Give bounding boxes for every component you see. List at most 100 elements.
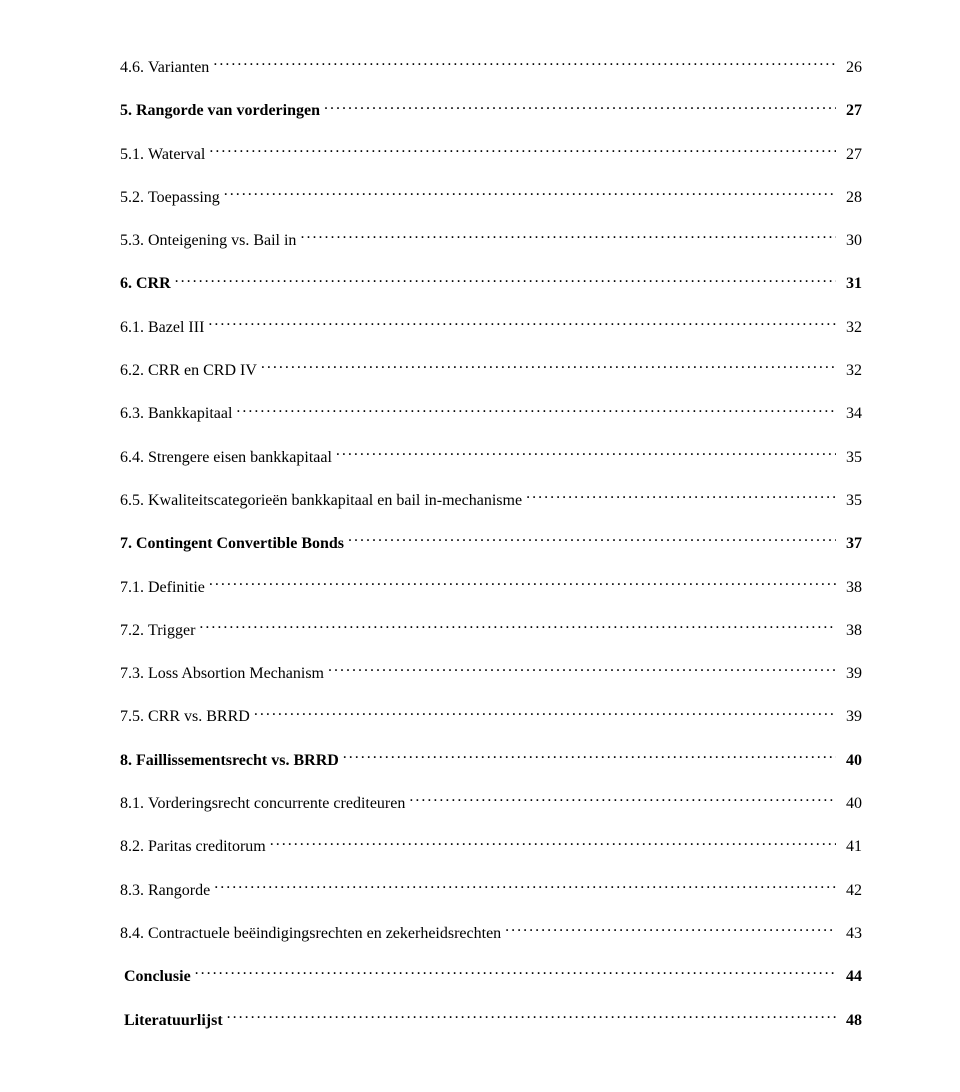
toc-entry-page: 35 [840,448,862,469]
toc-entry-title: Faillissementsrecht vs. BRRD [132,751,339,772]
toc-entry-title: Bazel III [144,318,204,339]
toc-entry-title: Rangorde [144,881,210,902]
toc-entry-number: 5. [120,101,132,122]
toc-entry: 8.1. Vorderingsrecht concurrente credite… [120,792,862,815]
toc-entry: 8.4. Contractuele beëindigingsrechten en… [120,922,862,945]
toc-leader-dots [209,576,836,592]
toc-entry-page: 27 [840,145,862,166]
toc-entry-page: 28 [840,188,862,209]
toc-entry: 6.4. Strengere eisen bankkapitaal 35 [120,446,862,469]
toc-leader-dots [199,619,836,635]
toc-entry-number: 7. [120,534,132,555]
toc-entry-page: 40 [840,794,862,815]
toc-leader-dots [224,186,836,202]
toc-entry-number: 8. [120,751,132,772]
toc-entry-title: Varianten [144,58,209,79]
toc-entry-page: 39 [840,707,862,728]
toc-entry-title: Waterval [144,145,205,166]
toc-leader-dots [195,965,836,981]
toc-entry-title: CRR vs. BRRD [144,707,250,728]
toc-entry-page: 34 [840,404,862,425]
toc-entry-title: Toepassing [144,188,220,209]
toc-leader-dots [270,835,836,851]
toc-entry: 6. CRR31 [120,272,862,295]
toc-entry-title: Bankkapitaal [144,404,232,425]
toc-entry-number: 4.6. [120,58,144,79]
toc-leader-dots [254,705,836,721]
toc-entry-title: Contractuele beëindigingsrechten en zeke… [144,924,501,945]
toc-entry-page: 39 [840,664,862,685]
toc-leader-dots [236,402,836,418]
toc-entry-number: 7.1. [120,578,144,599]
toc-entry-number: 7.3. [120,664,144,685]
toc-entry-number: 8.3. [120,881,144,902]
toc-entry: 7.3. Loss Absortion Mechanism39 [120,662,862,685]
toc-leader-dots [336,446,836,462]
toc-entry: 5.3. Onteigening vs. Bail in30 [120,229,862,252]
toc-entry-page: 38 [840,578,862,599]
toc-entry-title: Conclusie [120,967,191,988]
toc-entry-page: 43 [840,924,862,945]
toc-entry-page: 27 [840,101,862,122]
toc-entry-number: 8.2. [120,837,144,858]
toc-entry-number: 5.3. [120,231,144,252]
toc-entry: 8.3. Rangorde 42 [120,879,862,902]
toc-entry-number: 7.5. [120,707,144,728]
toc-leader-dots [526,489,836,505]
toc-entry-number: 6.4. [120,448,144,469]
toc-entry-title: CRR [132,274,171,295]
toc-entry: 7. Contingent Convertible Bonds 37 [120,532,862,555]
toc-leader-dots [300,229,836,245]
toc-entry: Literatuurlijst48 [120,1009,862,1032]
toc-entry-title: Rangorde van vorderingen [132,101,320,122]
toc-entry-page: 38 [840,621,862,642]
toc-entry-number: 5.2. [120,188,144,209]
toc-entry: 8. Faillissementsrecht vs. BRRD40 [120,749,862,772]
toc-entry-title: Literatuurlijst [120,1011,223,1032]
toc-entry: 7.2. Trigger 38 [120,619,862,642]
toc-entry-title: Definitie [144,578,205,599]
toc-entry-number: 6.1. [120,318,144,339]
toc-entry-title: Onteigening vs. Bail in [144,231,296,252]
toc-leader-dots [261,359,836,375]
toc-entry-title: Kwaliteitscategorieën bankkapitaal en ba… [144,491,522,512]
toc-entry-title: Contingent Convertible Bonds [132,534,344,555]
toc-entry-title: Trigger [144,621,195,642]
toc-leader-dots [214,879,836,895]
toc-entry-number: 5.1. [120,145,144,166]
toc-entry-number: 6.5. [120,491,144,512]
toc-entry: 8.2. Paritas creditorum 41 [120,835,862,858]
toc-entry-page: 42 [840,881,862,902]
toc-entry: 6.2. CRR en CRD IV32 [120,359,862,382]
toc-entry: 6.3. Bankkapitaal 34 [120,402,862,425]
toc-entry: Conclusie 44 [120,965,862,988]
toc-entry: 4.6. Varianten 26 [120,56,862,79]
toc-entry-page: 32 [840,361,862,382]
toc-entry-page: 37 [840,534,862,555]
toc-entry-number: 8.4. [120,924,144,945]
toc-entry: 5. Rangorde van vorderingen 27 [120,99,862,122]
toc-entry-number: 7.2. [120,621,144,642]
toc-entry-page: 26 [840,58,862,79]
toc-entry: 6.5. Kwaliteitscategorieën bankkapitaal … [120,489,862,512]
toc-entry-title: Paritas creditorum [144,837,266,858]
toc-leader-dots [343,749,836,765]
toc-leader-dots [505,922,836,938]
toc-entry-number: 6.3. [120,404,144,425]
toc-entry: 5.2. Toepassing 28 [120,186,862,209]
toc-entry: 5.1. Waterval 27 [120,143,862,166]
toc-entry: 6.1. Bazel III32 [120,316,862,339]
toc-leader-dots [348,532,836,548]
toc-entry: 7.5. CRR vs. BRRD 39 [120,705,862,728]
toc-leader-dots [209,143,836,159]
table-of-contents: 4.6. Varianten 26 5. Rangorde van vorderin… [120,56,862,1052]
toc-leader-dots [213,56,836,72]
toc-entry-page: 35 [840,491,862,512]
toc-entry-number: 6. [120,274,132,295]
toc-leader-dots [175,272,836,288]
toc-leader-dots [324,99,836,115]
toc-entry-title: Strengere eisen bankkapitaal [144,448,332,469]
toc-entry-page: 41 [840,837,862,858]
toc-entry-title: Vorderingsrecht concurrente crediteuren [144,794,405,815]
toc-entry-page: 44 [840,967,862,988]
